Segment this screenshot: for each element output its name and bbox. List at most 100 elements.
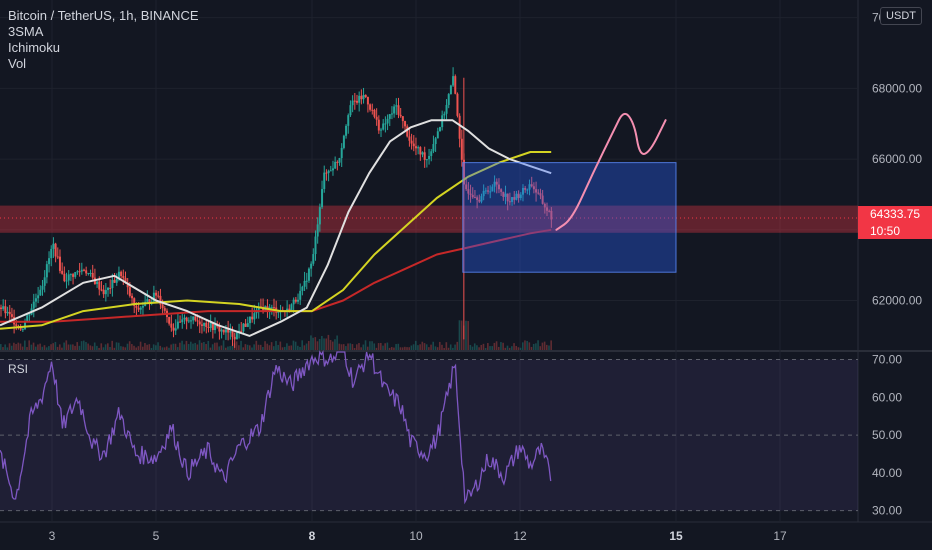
candle-body: [65, 280, 68, 282]
candle-body: [515, 193, 518, 200]
candle-body: [491, 186, 494, 192]
candle-body: [115, 278, 118, 283]
indicator-ichimoku[interactable]: Ichimoku: [8, 40, 61, 55]
volume-bar: [373, 343, 376, 350]
currency-button[interactable]: USDT: [880, 7, 922, 25]
volume-bar: [214, 342, 216, 350]
volume-bar: [487, 343, 489, 350]
volume-bar: [312, 337, 314, 350]
candle-body: [484, 190, 487, 192]
candle-body: [528, 184, 531, 190]
volume-bar: [275, 340, 277, 350]
indicator-vol[interactable]: Vol: [8, 56, 27, 71]
volume-bar: [408, 347, 411, 350]
volume-bar: [179, 342, 181, 350]
candle-body: [417, 147, 420, 149]
candle-body: [303, 280, 306, 287]
volume-bar: [139, 341, 142, 350]
candle-body: [2, 306, 5, 309]
candle-body: [124, 277, 127, 283]
volume-bar: [395, 344, 397, 350]
candle-body: [452, 76, 455, 86]
candle-body: [412, 143, 415, 147]
rsi-pane-label[interactable]: RSI: [8, 362, 29, 376]
volume-bar: [406, 347, 408, 350]
candle-body: [353, 100, 356, 102]
candle-body: [229, 331, 232, 333]
candle-body: [532, 186, 535, 190]
volume-bar: [257, 344, 260, 350]
volume-bar: [377, 343, 380, 350]
volume-bar: [334, 339, 336, 350]
candle-body: [72, 274, 75, 277]
volume-bar: [441, 344, 443, 350]
bar-countdown: 10:50: [858, 223, 932, 239]
volume-bar: [412, 344, 415, 350]
candle-body: [89, 272, 92, 274]
candle-body: [340, 147, 343, 159]
volume-bar: [454, 344, 456, 350]
candle-body: [187, 320, 190, 322]
volume-bar: [251, 347, 253, 350]
volume-bar: [28, 340, 30, 350]
volume-bar: [491, 346, 493, 350]
candle-body: [194, 316, 197, 321]
candle-body: [478, 199, 481, 202]
volume-bar: [268, 345, 271, 350]
volume-bar: [526, 340, 528, 350]
volume-bar: [185, 340, 188, 350]
volume-bar: [500, 342, 502, 350]
volume-bar: [401, 347, 404, 350]
volume-bar: [297, 345, 299, 350]
volume-bar: [303, 345, 306, 350]
candle-body: [43, 277, 46, 286]
volume-bar: [452, 347, 454, 350]
volume-bar: [50, 344, 52, 350]
indicator-3sma[interactable]: 3SMA: [8, 24, 44, 39]
candle-body: [513, 197, 516, 200]
volume-bar: [524, 340, 526, 350]
candle-body: [224, 329, 227, 333]
volume-bar: [504, 347, 507, 350]
candle-body: [421, 152, 424, 155]
candle-body: [541, 195, 544, 204]
candle-body: [349, 105, 352, 116]
volume-bar: [235, 341, 238, 350]
candle-body: [290, 304, 293, 312]
volume-bar: [329, 340, 332, 350]
candle-body: [377, 119, 380, 131]
volume-bar: [63, 342, 65, 350]
candle-body: [404, 121, 407, 127]
last-price-tag: 64333.75: [858, 206, 932, 223]
volume-bar: [548, 345, 550, 350]
candle-body: [454, 76, 457, 94]
volume-bar: [0, 344, 2, 350]
volume-bar: [445, 342, 448, 350]
candle-body: [148, 299, 151, 303]
symbol-title[interactable]: Bitcoin / TetherUS, 1h, BINANCE: [8, 8, 199, 23]
candle-body: [168, 317, 171, 324]
volume-bar: [476, 345, 478, 350]
volume-bar: [248, 345, 251, 350]
volume-bar: [460, 320, 463, 350]
candle-body: [181, 319, 184, 323]
candle-body: [248, 316, 251, 324]
volume-bar: [358, 343, 360, 350]
candle-body: [508, 201, 511, 203]
candle-body: [473, 197, 476, 199]
candle-body: [220, 329, 223, 332]
time-tick-label: 10: [409, 529, 423, 543]
volume-bar: [382, 345, 384, 350]
candle-body: [390, 113, 393, 115]
volume-bar: [316, 341, 319, 350]
volume-bar: [240, 340, 242, 350]
candle-body: [500, 189, 503, 192]
volume-bar: [397, 343, 400, 350]
candle-body: [443, 113, 446, 116]
volume-bar: [277, 344, 279, 350]
candle-body: [222, 329, 225, 333]
volume-bar: [161, 347, 164, 350]
volume-bar: [192, 343, 194, 350]
volume-bar: [144, 343, 146, 350]
